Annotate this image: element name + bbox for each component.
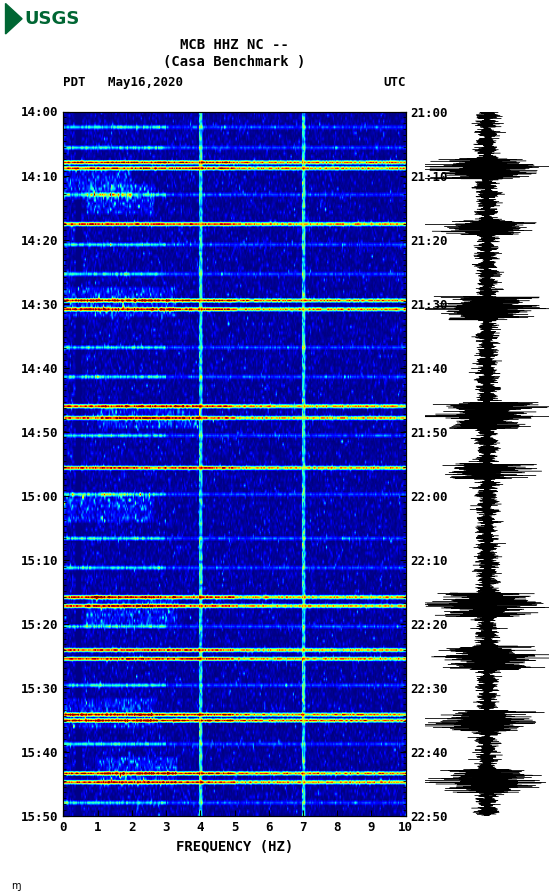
Text: USGS: USGS — [25, 10, 80, 28]
X-axis label: FREQUENCY (HZ): FREQUENCY (HZ) — [176, 839, 293, 854]
Text: MCB HHZ NC --: MCB HHZ NC -- — [180, 37, 289, 52]
Text: ɱ: ɱ — [11, 881, 20, 891]
Polygon shape — [6, 4, 22, 34]
Text: (Casa Benchmark ): (Casa Benchmark ) — [163, 55, 306, 70]
Text: PDT   May16,2020: PDT May16,2020 — [63, 76, 183, 88]
Text: UTC: UTC — [383, 76, 406, 88]
